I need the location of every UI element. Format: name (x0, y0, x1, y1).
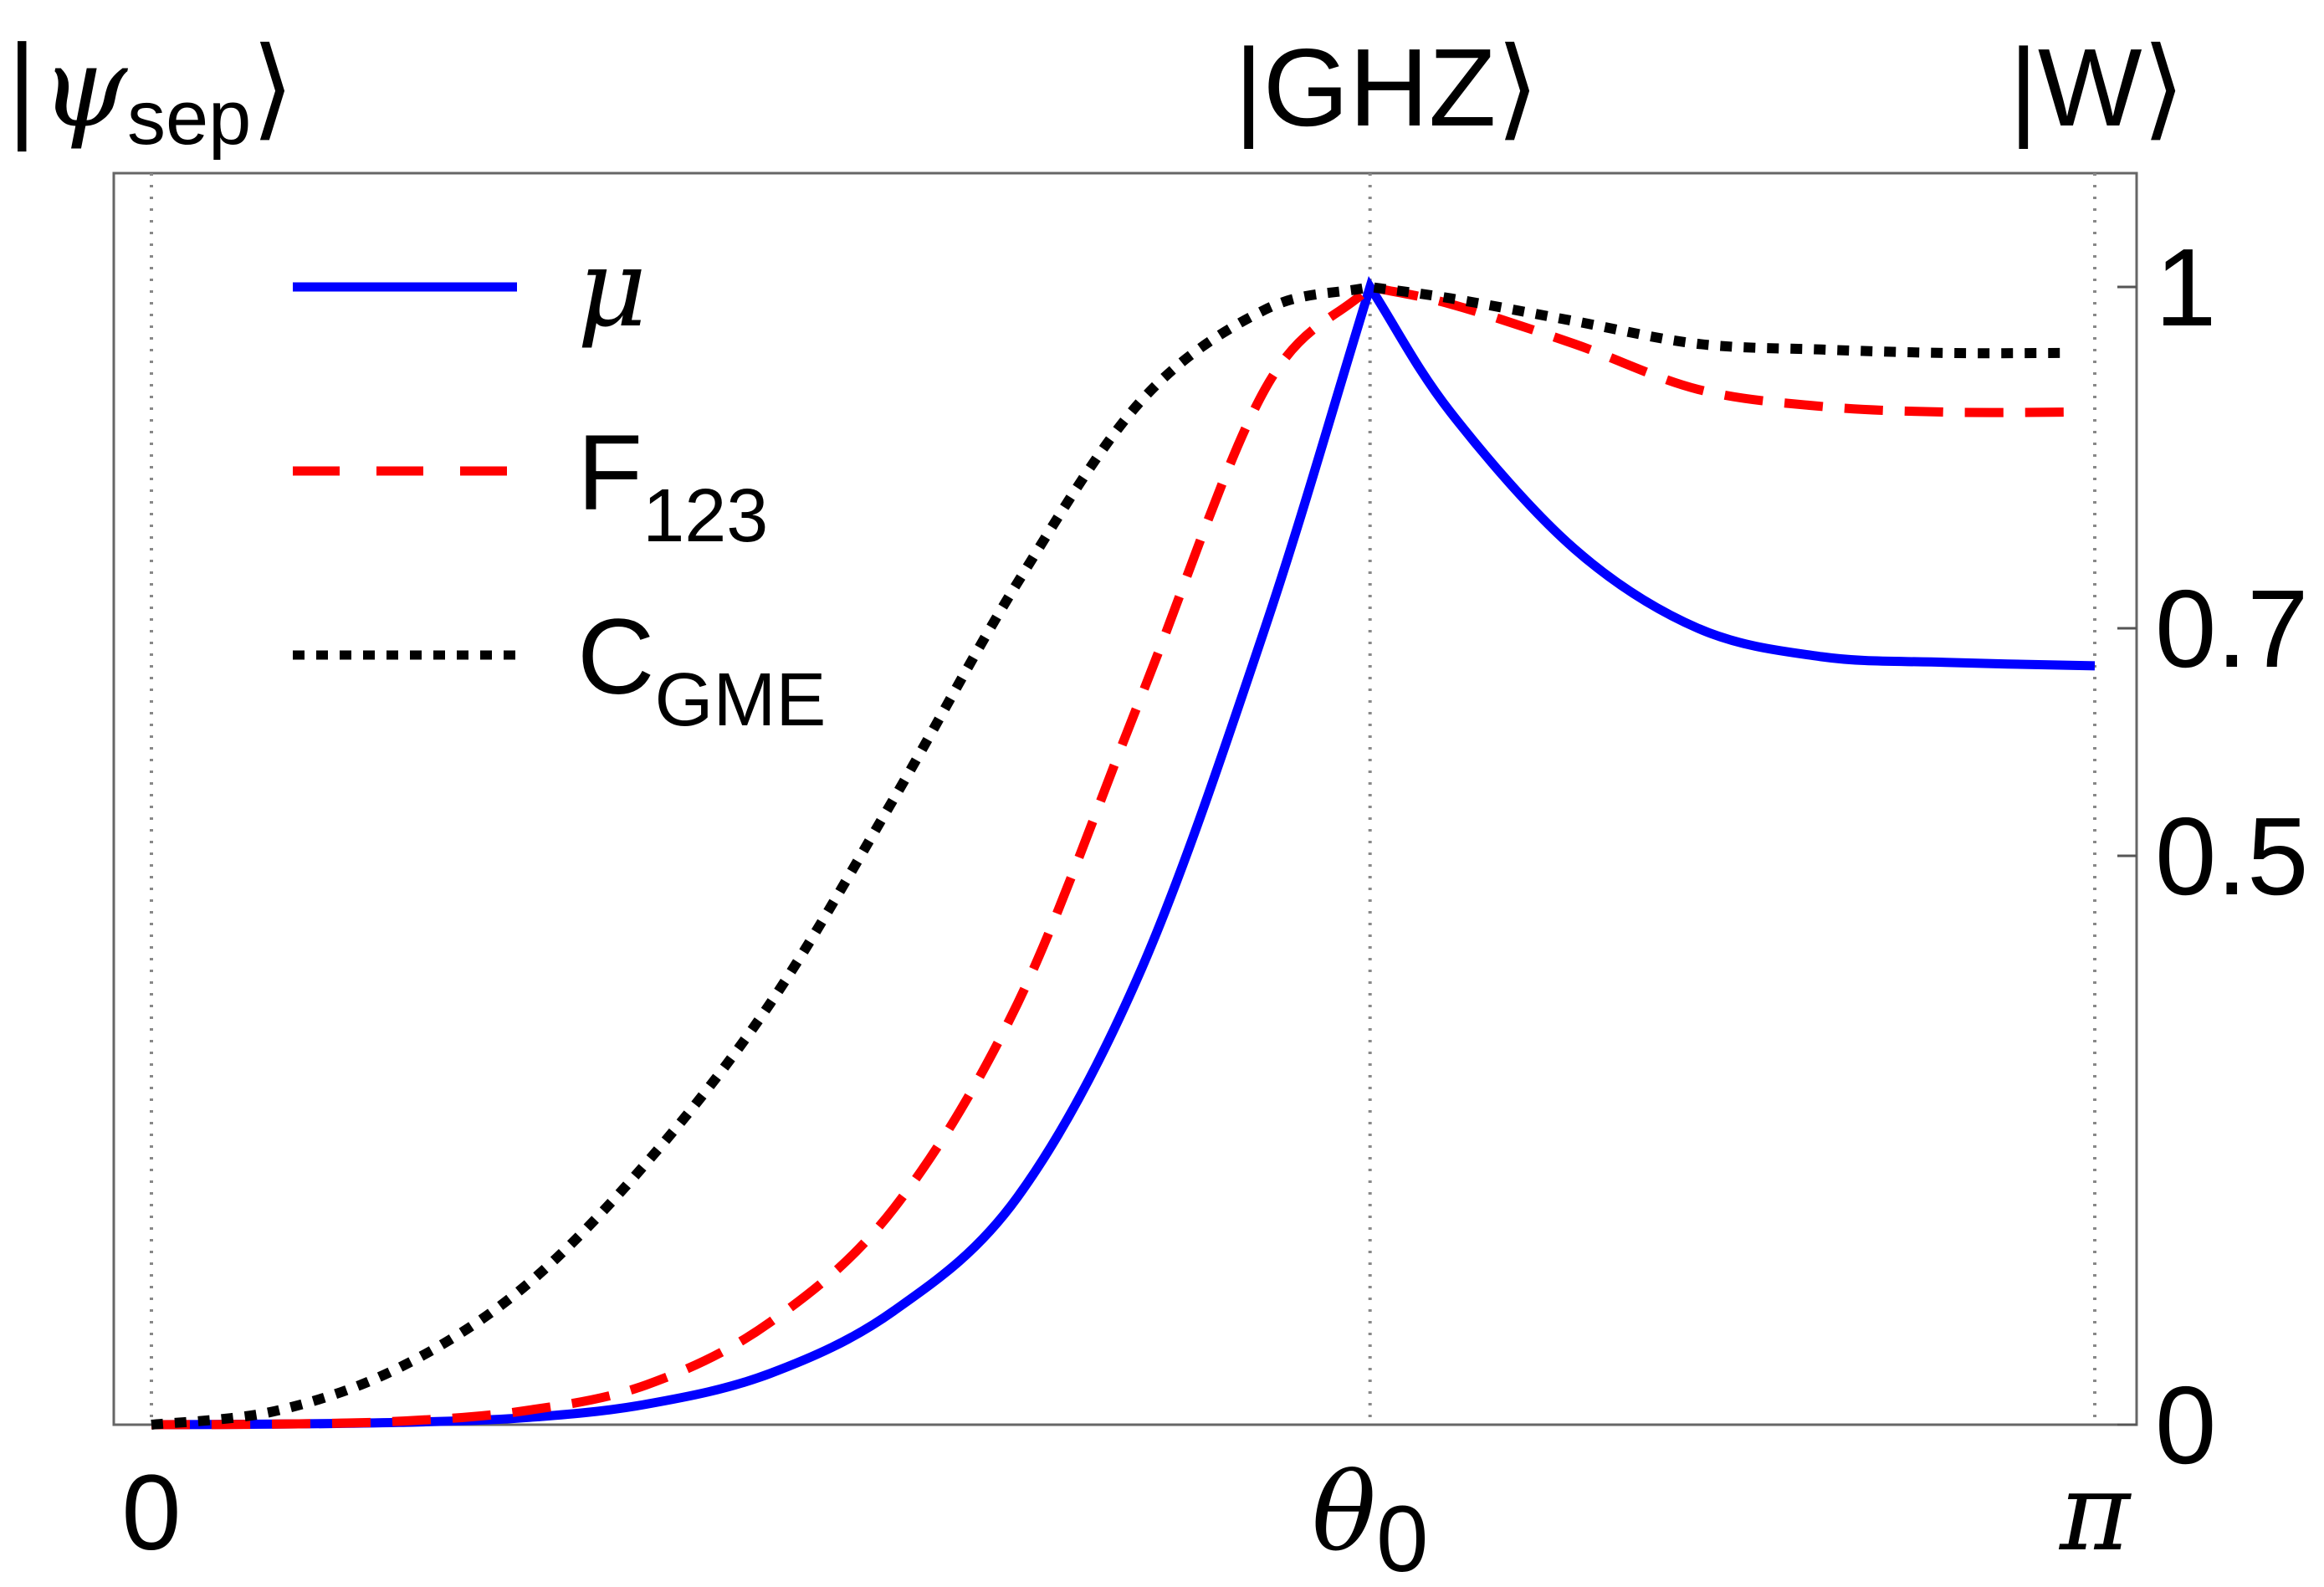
series-line-f123 (151, 282, 2070, 1430)
series-line-μ (151, 276, 2096, 1430)
y-axis: 0 0.5 0.7 1 (2117, 226, 2309, 1487)
x-tick-label: π (2058, 1451, 2132, 1575)
legend: μ F123 CGME (293, 227, 826, 742)
x-axis: 0 θ0 π (121, 1451, 2132, 1587)
x-tick-label: θ0 (1312, 1451, 1428, 1587)
vertical-reference-lines (150, 173, 2096, 1425)
legend-label: CGME (577, 597, 826, 742)
state-labels: |ψsep⟩ |GHZ⟩ |W⟩ (3, 23, 2185, 161)
legend-label: μ (577, 227, 647, 351)
plot-frame (112, 171, 2138, 1426)
y-tick-label: 0 (2155, 1364, 2216, 1487)
state-label: |W⟩ (2009, 26, 2185, 149)
state-label: |GHZ⟩ (1234, 26, 1538, 149)
legend-label: F123 (577, 413, 768, 558)
y-tick-label: 0.5 (2155, 795, 2309, 918)
series-group (151, 276, 2096, 1430)
y-tick-label: 1 (2155, 226, 2216, 349)
x-tick-label: 0 (121, 1453, 181, 1573)
series-line-cgme (151, 281, 2070, 1430)
y-tick-label: 0.7 (2155, 567, 2309, 690)
state-label: |ψsep⟩ (3, 23, 294, 161)
